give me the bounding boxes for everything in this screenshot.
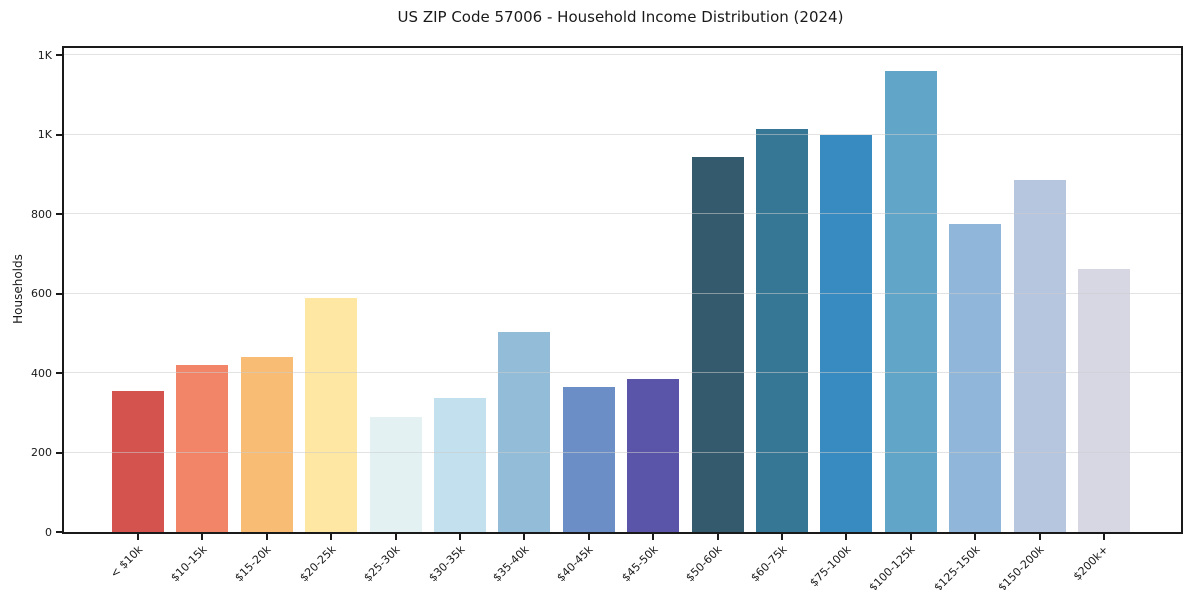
x-tick-mark: [394, 534, 397, 540]
x-tick-label-text: $200k+: [1071, 543, 1112, 584]
y-tick-label: 800: [31, 207, 52, 221]
x-tick-label-text: $25-30k: [361, 543, 403, 585]
x-tick-label-text: $50-60k: [683, 543, 725, 585]
x-tick-mark: [845, 534, 848, 540]
y-tick-mark: [56, 292, 62, 295]
y-tick-label: 0: [45, 525, 52, 539]
bar-$125-150k: [949, 224, 1002, 532]
gridline: [64, 451, 1181, 453]
bar-$15-20k: [240, 357, 293, 532]
y-tick-label: 1K: [37, 48, 52, 62]
x-tick-label-text: $35-40k: [490, 543, 532, 585]
x-tick-label-text: $15-20k: [232, 543, 274, 585]
bar-$25-30k: [369, 416, 422, 532]
gridline: [64, 292, 1181, 294]
y-tick-label: 400: [31, 366, 52, 380]
x-tick-mark: [137, 534, 139, 540]
x-tick-label-text: $30-35k: [425, 543, 468, 585]
bar-$20-25k: [305, 297, 358, 532]
gridline: [64, 54, 1181, 56]
x-tick-label-text: $150-200k: [995, 543, 1047, 590]
gridline: [64, 372, 1181, 374]
x-tick-label-text: $75-100k: [807, 543, 854, 590]
y-tick-mark: [56, 133, 62, 136]
bar-$100-125k: [884, 71, 937, 532]
x-tick-label-text: < $10k: [107, 543, 146, 581]
x-tick-mark: [1103, 534, 1105, 540]
y-tick-label: 600: [31, 287, 52, 301]
plot-area: [62, 46, 1183, 534]
x-tick-label-text: $125-150k: [931, 543, 983, 590]
bar-$35-40k: [498, 332, 551, 532]
x-tick-mark: [587, 534, 590, 540]
x-tick-mark: [330, 534, 333, 540]
bar-$60-75k: [756, 128, 808, 532]
y-tick-mark: [56, 213, 62, 216]
gridline: [64, 133, 1181, 135]
x-tick-label-text: $45-50k: [619, 543, 661, 585]
y-tick-label: 1K: [37, 128, 52, 142]
y-tick-mark: [56, 531, 62, 533]
x-tick-mark: [716, 534, 719, 540]
bar-$30-35k: [434, 397, 486, 532]
bar-$50-60k: [691, 156, 744, 532]
bar-$150-200k: [1013, 180, 1066, 532]
x-tick-mark: [909, 534, 912, 540]
x-tick-mark: [1038, 534, 1041, 540]
y-tick-mark: [56, 372, 62, 375]
bar-$40-45k: [562, 387, 615, 532]
x-tick-mark: [265, 534, 268, 540]
y-tick-label: 200: [31, 446, 52, 459]
y-tick-mark: [56, 451, 62, 454]
x-tick-label-text: $60-75k: [747, 543, 790, 585]
x-tick-mark: [652, 534, 655, 540]
bar-$45-50k: [627, 378, 680, 532]
x-tick-mark: [974, 534, 977, 540]
chart-title: US ZIP Code 57006 - Household Income Dis…: [397, 8, 844, 26]
x-tick-mark: [459, 534, 461, 540]
bar-< $10k: [112, 390, 164, 532]
y-tick-mark: [56, 54, 62, 57]
x-tick-mark: [523, 534, 526, 540]
gridline: [64, 213, 1181, 215]
bar-$10-15k: [176, 365, 229, 532]
x-tick-mark: [781, 534, 783, 540]
x-tick-mark: [201, 534, 204, 540]
bar-$200k+: [1078, 268, 1130, 532]
x-tick-label-text: $40-45k: [554, 543, 596, 585]
x-tick-label-text: $100-125k: [866, 543, 918, 590]
bar-$75-100k: [820, 134, 873, 532]
x-tick-label-text: $10-15k: [168, 543, 210, 585]
x-tick-label-text: $20-25k: [297, 543, 339, 585]
